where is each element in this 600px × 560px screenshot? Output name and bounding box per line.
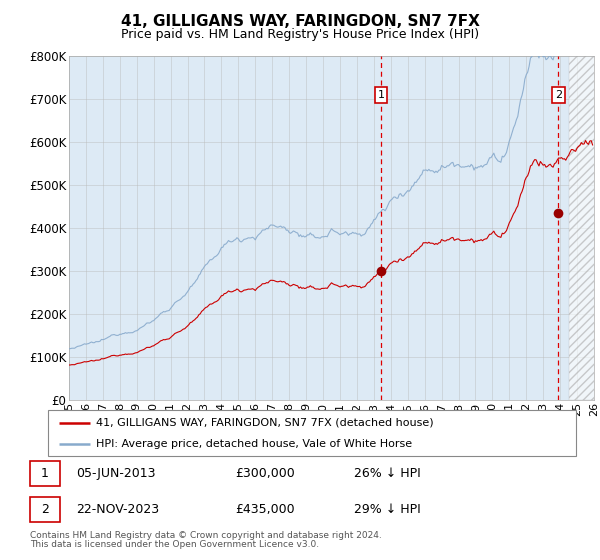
Text: 2: 2: [41, 503, 49, 516]
Text: Price paid vs. HM Land Registry's House Price Index (HPI): Price paid vs. HM Land Registry's House …: [121, 28, 479, 41]
Text: 2: 2: [555, 90, 562, 100]
Text: £300,000: £300,000: [235, 467, 295, 480]
Text: 29% ↓ HPI: 29% ↓ HPI: [354, 503, 421, 516]
Text: 41, GILLIGANS WAY, FARINGDON, SN7 7FX (detached house): 41, GILLIGANS WAY, FARINGDON, SN7 7FX (d…: [95, 418, 433, 428]
Bar: [569, 56, 600, 400]
Text: 05-JUN-2013: 05-JUN-2013: [76, 467, 155, 480]
Bar: [30, 461, 60, 486]
Text: 26% ↓ HPI: 26% ↓ HPI: [354, 467, 421, 480]
Text: £435,000: £435,000: [235, 503, 295, 516]
Text: HPI: Average price, detached house, Vale of White Horse: HPI: Average price, detached house, Vale…: [95, 439, 412, 449]
Text: 1: 1: [41, 467, 49, 480]
Text: This data is licensed under the Open Government Licence v3.0.: This data is licensed under the Open Gov…: [30, 540, 319, 549]
Bar: [30, 497, 60, 522]
Text: 1: 1: [377, 90, 385, 100]
Text: Contains HM Land Registry data © Crown copyright and database right 2024.: Contains HM Land Registry data © Crown c…: [30, 531, 382, 540]
Text: 22-NOV-2023: 22-NOV-2023: [76, 503, 159, 516]
Text: 41, GILLIGANS WAY, FARINGDON, SN7 7FX: 41, GILLIGANS WAY, FARINGDON, SN7 7FX: [121, 14, 479, 29]
